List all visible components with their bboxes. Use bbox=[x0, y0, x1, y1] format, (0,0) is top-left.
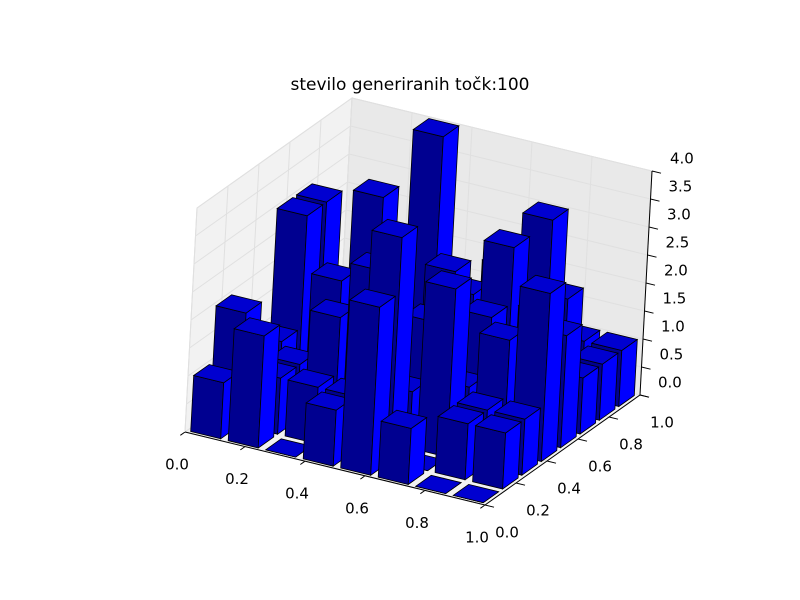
grid-line bbox=[348, 153, 650, 228]
bar-top bbox=[412, 118, 460, 138]
bar-top bbox=[521, 201, 570, 221]
bar-top bbox=[414, 474, 463, 495]
tick-mark bbox=[546, 460, 557, 464]
grid-line bbox=[350, 125, 651, 200]
bar-top bbox=[590, 331, 639, 351]
bar-top bbox=[493, 400, 542, 420]
bar-front bbox=[377, 420, 412, 486]
bar-front bbox=[302, 402, 337, 467]
tick-mark bbox=[240, 446, 246, 451]
y-tick-label: 0.2 bbox=[526, 502, 550, 520]
tick-mark bbox=[639, 394, 650, 398]
bar bbox=[340, 288, 397, 477]
tick-mark bbox=[642, 338, 653, 342]
y-tick-label: 0.6 bbox=[588, 458, 612, 476]
tick-mark bbox=[300, 460, 306, 465]
bar-top bbox=[437, 405, 485, 425]
tick-mark bbox=[515, 482, 526, 486]
bar bbox=[472, 414, 523, 490]
grid-line bbox=[351, 97, 653, 172]
bar-top bbox=[352, 178, 400, 198]
z-tick-label: 1.5 bbox=[663, 290, 687, 308]
bar-top bbox=[287, 368, 335, 388]
z-tick-label: 0.5 bbox=[660, 346, 684, 364]
x-tick-label: 1.0 bbox=[465, 529, 489, 547]
tick-mark bbox=[644, 310, 654, 314]
bar-top bbox=[233, 317, 281, 337]
z-axis-line bbox=[639, 170, 653, 396]
y-tick-label: 0.8 bbox=[619, 436, 643, 454]
tick-mark bbox=[577, 438, 588, 442]
grid-line bbox=[195, 125, 351, 237]
y-tick-label: 0.0 bbox=[495, 524, 519, 542]
y-tick-label: 0.4 bbox=[557, 480, 581, 498]
x-tick-label: 0.0 bbox=[165, 456, 189, 474]
bar-top bbox=[424, 252, 472, 273]
grid-line bbox=[196, 97, 353, 209]
tick-mark bbox=[484, 504, 495, 508]
bar-front bbox=[472, 425, 507, 490]
bar bbox=[377, 409, 428, 486]
tick-mark bbox=[480, 504, 486, 509]
tick-mark bbox=[608, 416, 619, 420]
bar-top bbox=[380, 409, 428, 429]
bar-top bbox=[215, 294, 263, 314]
tick-mark bbox=[420, 489, 426, 495]
z-tick-label: 1.0 bbox=[661, 318, 685, 336]
x-tick-label: 0.2 bbox=[225, 470, 249, 488]
y-axis-line bbox=[484, 394, 641, 506]
tick-mark bbox=[180, 431, 186, 436]
y-tick-label: 1.0 bbox=[650, 414, 674, 432]
bar bbox=[452, 483, 500, 504]
z-tick-label: 3.0 bbox=[667, 206, 691, 224]
grid-line bbox=[193, 153, 350, 265]
bar bbox=[414, 474, 463, 495]
bar-front bbox=[190, 374, 225, 440]
tick-mark bbox=[647, 254, 657, 258]
bar-top bbox=[371, 218, 419, 239]
bar-top bbox=[348, 288, 397, 308]
chart-title: stevilo generiranih točk:100 bbox=[290, 75, 529, 95]
z-tick-label: 3.5 bbox=[669, 178, 693, 196]
z-tick-label: 2.0 bbox=[664, 262, 688, 280]
z-tick-label: 0.0 bbox=[658, 374, 682, 392]
tick-mark bbox=[650, 198, 660, 202]
bar-top bbox=[460, 298, 509, 318]
bar-top bbox=[519, 274, 567, 294]
x-tick-label: 0.4 bbox=[285, 485, 309, 503]
bar bbox=[227, 317, 281, 449]
bar-top bbox=[571, 345, 619, 365]
bar-top bbox=[474, 414, 523, 434]
tick-mark bbox=[360, 475, 366, 480]
tick-mark bbox=[645, 282, 656, 286]
bar bbox=[510, 274, 567, 463]
bar-top bbox=[483, 228, 531, 249]
bar-top bbox=[276, 197, 324, 217]
x-axis-line bbox=[184, 431, 486, 506]
x-tick-label: 0.8 bbox=[405, 514, 429, 532]
bar-top bbox=[424, 270, 473, 290]
z-tick-label: 4.0 bbox=[670, 150, 694, 168]
tick-mark bbox=[641, 366, 651, 370]
z-tick-label: 2.5 bbox=[666, 234, 690, 252]
bar-top bbox=[456, 391, 504, 411]
bar bbox=[264, 438, 313, 458]
tick-mark bbox=[651, 170, 662, 174]
bar-top bbox=[295, 183, 344, 203]
bar-front bbox=[434, 415, 469, 481]
x-tick-label: 0.6 bbox=[345, 499, 369, 517]
bar-top bbox=[452, 483, 500, 504]
tick-mark bbox=[648, 226, 659, 230]
